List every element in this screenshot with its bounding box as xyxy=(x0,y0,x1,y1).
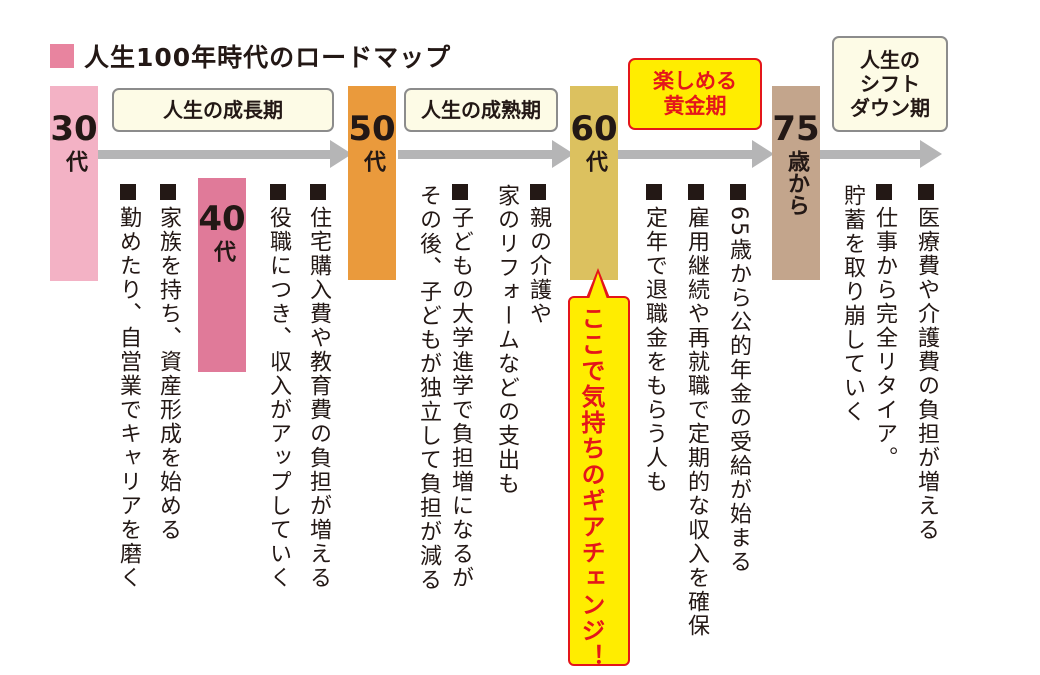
item-50-parents-line1: 親の介護や xyxy=(526,206,551,326)
item-60-pension-text: 65歳から公的年金の受給が始まる xyxy=(726,206,751,574)
stage-shiftdown-line1: 人生の xyxy=(860,48,920,72)
stage-shiftdown-line2: シフト xyxy=(860,72,920,96)
timeline-arrow-3 xyxy=(618,150,758,159)
bullet-marker xyxy=(530,184,546,200)
item-40-promotion-text: 役職につき、収入がアップしていく xyxy=(266,206,291,590)
item-75-retire-line1: 仕事から完全リタイア。 xyxy=(872,206,897,470)
timeline-arrowhead-4 xyxy=(920,140,942,168)
bullet-marker xyxy=(646,184,662,200)
age-block-40: 40 代 xyxy=(198,178,246,372)
item-75-retire-line2: 貯蓄を取り崩していく xyxy=(840,184,865,424)
age-block-30: 30 代 xyxy=(50,86,98,281)
bullet-marker xyxy=(452,184,468,200)
age-60-number: 60 xyxy=(570,109,618,149)
title-area: 人生100年時代のロードマップ xyxy=(50,40,451,72)
stage-shiftdown-label: 人生の シフト ダウン期 xyxy=(832,36,948,132)
stage-golden-label: 楽しめる 黄金期 xyxy=(628,58,762,130)
item-40-costs-text: 住宅購入費や教育費の負担が増える xyxy=(306,206,331,590)
age-block-75: 75 歳から xyxy=(772,86,820,280)
age-block-50: 50 代 xyxy=(348,86,396,280)
bullet-marker xyxy=(270,184,286,200)
age-40-number: 40 xyxy=(198,199,246,239)
bullet-marker xyxy=(918,184,934,200)
age-75-unit: 歳から xyxy=(784,150,809,216)
timeline-arrowhead-1 xyxy=(330,140,352,168)
callout-pointer-fill xyxy=(589,273,607,299)
item-75-medical-text: 医療費や介護費の負担が増える xyxy=(914,206,939,542)
item-60-retirement-pay: 定年で退職金をもらう人も xyxy=(638,184,670,494)
item-60-pension: 65歳から公的年金の受給が始まる xyxy=(722,184,754,574)
item-50-children: 子どもの大学進学で負担増になるが その後、子どもが独立して負担が減る xyxy=(412,184,476,624)
item-50-children-line1: 子どもの大学進学で負担増になるが xyxy=(448,206,473,590)
item-60-employment-text: 雇用継続や再就職で定期的な収入を確保 xyxy=(684,206,709,638)
timeline-arrowhead-2 xyxy=(552,140,574,168)
item-30-career-text: 勤めたり、自営業でキャリアを磨く xyxy=(116,206,141,590)
age-block-60: 60 代 xyxy=(570,86,618,280)
bullet-marker xyxy=(310,184,326,200)
age-50-number: 50 xyxy=(348,109,396,149)
age-30-unit: 代 xyxy=(62,150,87,172)
age-40-unit: 代 xyxy=(210,240,235,262)
item-75-retire: 仕事から完全リタイア。 貯蓄を取り崩していく xyxy=(836,184,900,484)
timeline-arrow-1 xyxy=(98,150,336,159)
age-60-unit: 代 xyxy=(582,150,607,172)
item-60-employment: 雇用継続や再就職で定期的な収入を確保 xyxy=(680,184,712,638)
item-30-family-text: 家族を持ち、資産形成を始める xyxy=(156,206,181,542)
item-60-retirement-pay-text: 定年で退職金をもらう人も xyxy=(642,206,667,494)
bullet-marker xyxy=(688,184,704,200)
stage-golden-line1: 楽しめる xyxy=(653,68,737,93)
bullet-marker xyxy=(876,184,892,200)
gear-change-callout-text: ここで気持ちのギアチェンジ！ xyxy=(577,306,605,670)
timeline-arrow-4 xyxy=(820,150,924,159)
stage-growth-label: 人生の成長期 xyxy=(112,88,334,132)
bullet-marker xyxy=(120,184,136,200)
timeline-arrowhead-3 xyxy=(752,140,774,168)
item-50-parents-line2: 家のリフォームなどの支出も xyxy=(494,184,519,496)
age-50-unit: 代 xyxy=(360,150,385,172)
stage-shiftdown-line3: ダウン期 xyxy=(850,96,930,120)
item-40-promotion: 役職につき、収入がアップしていく xyxy=(262,184,294,590)
item-30-family: 家族を持ち、資産形成を始める xyxy=(152,184,184,542)
item-30-career: 勤めたり、自営業でキャリアを磨く xyxy=(112,184,144,590)
age-75-number: 75 xyxy=(772,109,820,149)
bullet-marker xyxy=(730,184,746,200)
page-title: 人生100年時代のロードマップ xyxy=(84,43,452,72)
gear-change-callout xyxy=(568,296,630,666)
item-40-costs: 住宅購入費や教育費の負担が増える xyxy=(302,184,334,590)
item-50-parents: 親の介護や 家のリフォームなどの支出も xyxy=(490,184,554,544)
title-square-marker xyxy=(50,44,74,68)
age-30-number: 30 xyxy=(50,109,98,149)
stage-maturity-label: 人生の成熟期 xyxy=(404,88,558,132)
item-50-children-line2: その後、子どもが独立して負担が減る xyxy=(416,184,441,592)
bullet-marker xyxy=(160,184,176,200)
timeline-arrow-2 xyxy=(398,150,558,159)
item-75-medical: 医療費や介護費の負担が増える xyxy=(910,184,942,542)
stage-golden-line2: 黄金期 xyxy=(663,94,727,118)
